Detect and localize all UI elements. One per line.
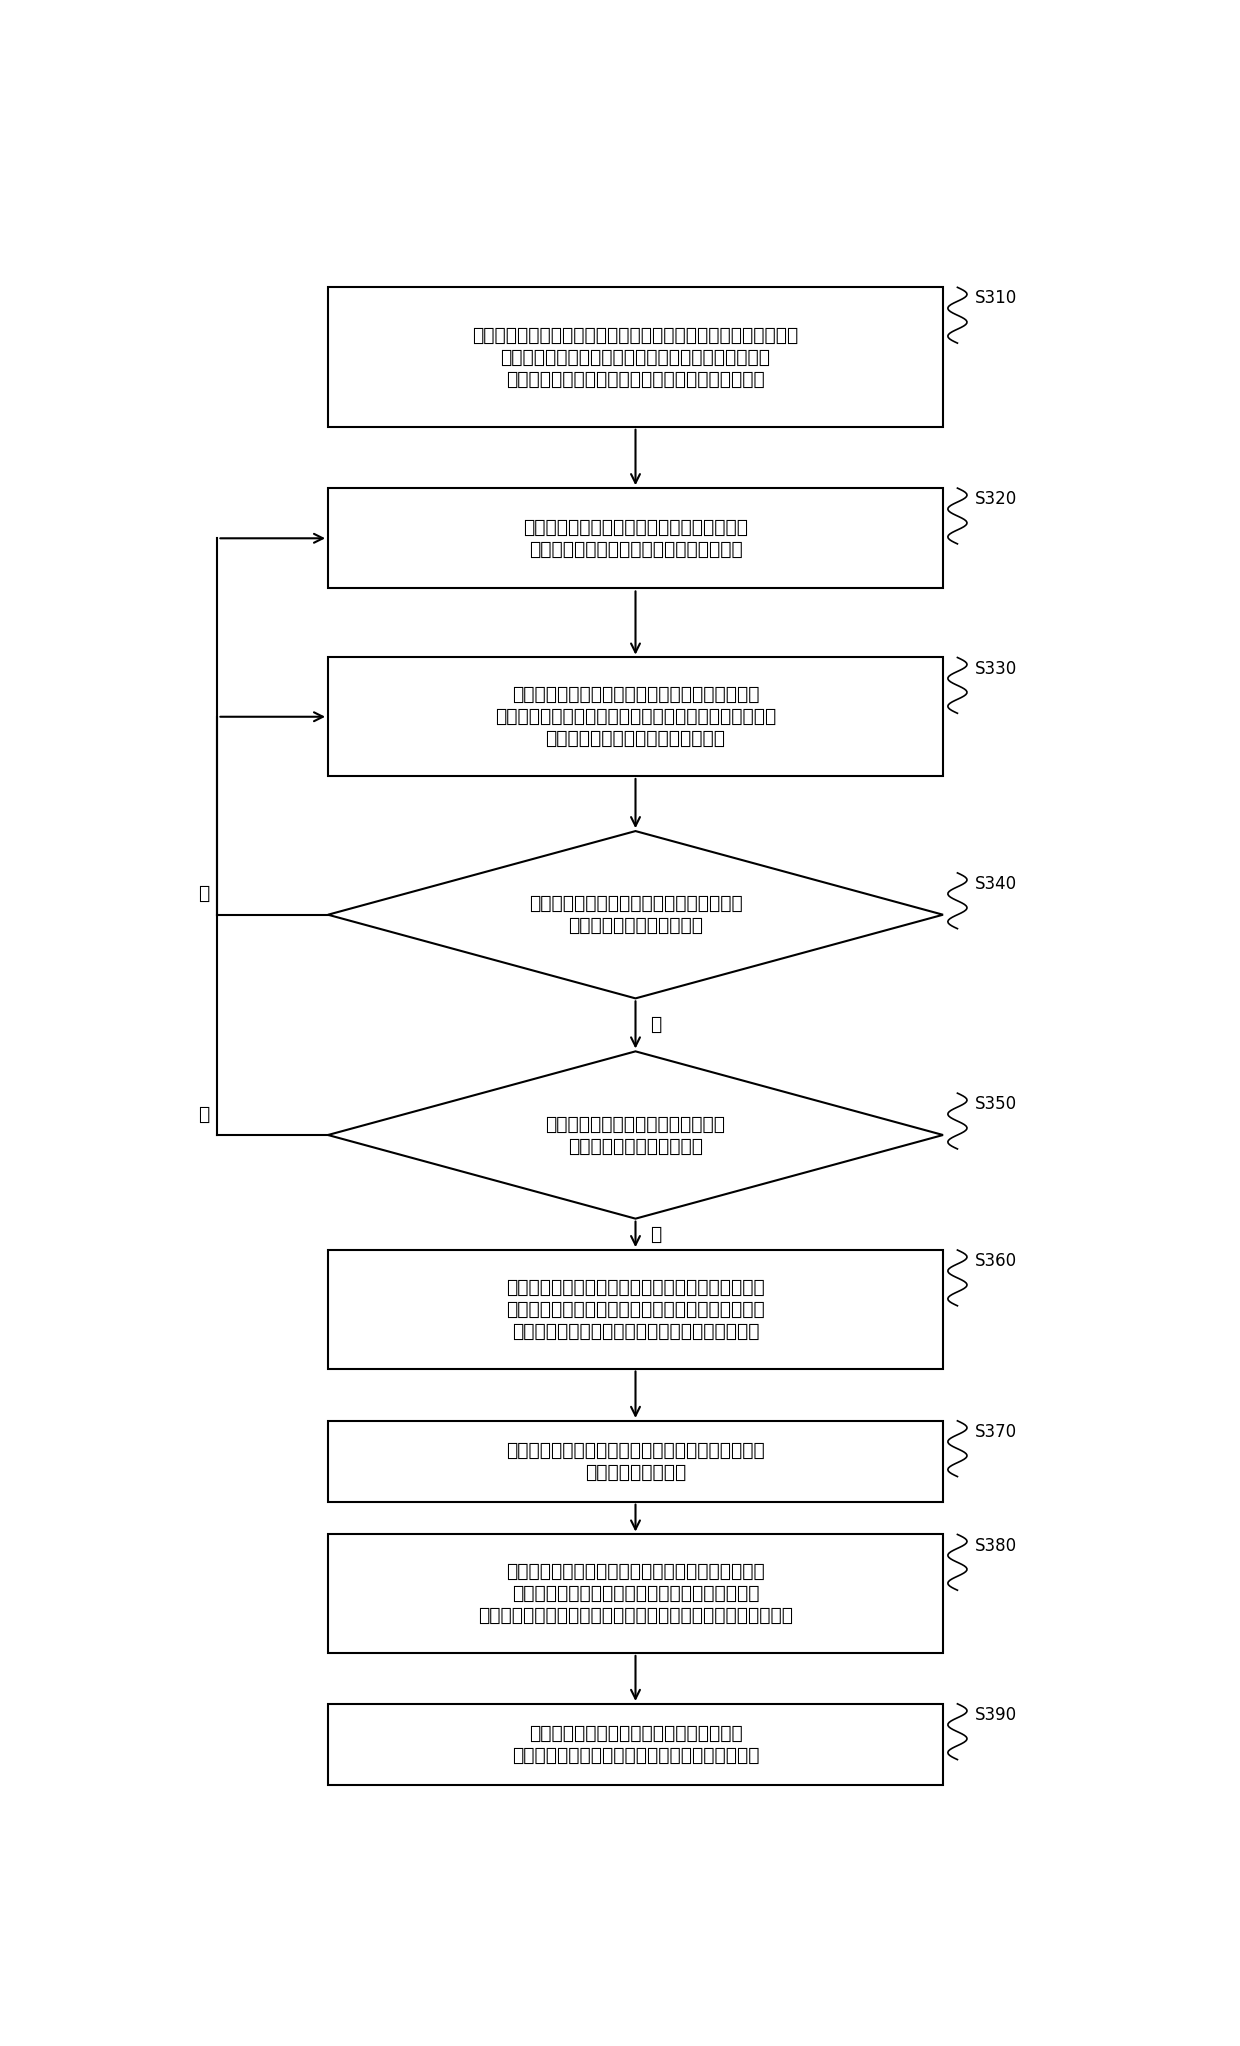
Text: S320: S320 [975,491,1017,507]
Text: 基于所述供热系统的水力参数、水流连续性方程、
回路压降方程、压损方程、以及温度与流量之间的关系，
计算所述供热系统中各节点水的流量: 基于所述供热系统的水力参数、水流连续性方程、 回路压降方程、压损方程、以及温度与… [495,685,776,749]
Bar [327,1420,944,1502]
Bar [327,1250,944,1369]
Text: 是: 是 [650,1226,661,1244]
Text: S390: S390 [975,1706,1017,1725]
Polygon shape [327,1052,944,1219]
Text: S370: S370 [975,1422,1017,1440]
Text: S360: S360 [975,1252,1017,1271]
Bar [327,1534,944,1653]
Bar [327,286,944,428]
Text: 将所述电力系统中各节点的目标电力参数，
以及所述供热系统中各节点的温度和水的流量输出: 将所述电力系统中各节点的目标电力参数， 以及所述供热系统中各节点的温度和水的流量… [512,1725,759,1766]
Text: S380: S380 [975,1537,1017,1555]
Text: S310: S310 [975,288,1017,307]
Text: 搜索所述供热系统中的热源节点和负荷节点，其中，
所述热源节点为具有外部热源进行热量输入的节点，
所述负荷节点为没有外部热源进行热量输入的节点: 搜索所述供热系统中的热源节点和负荷节点，其中， 所述热源节点为具有外部热源进行热… [506,1279,765,1340]
Bar [327,1704,944,1784]
Text: 基于所述电力系统的电力参数以及潮流方程，
计算所述电力系统中各节点的目标电力参数: 基于所述电力系统的电力参数以及潮流方程， 计算所述电力系统中各节点的目标电力参数 [523,518,748,559]
Text: S340: S340 [975,876,1017,892]
Text: 将所述热源节点和所述负荷节点进行分层，构建所述
供热系统的拓扑结构: 将所述热源节点和所述负荷节点进行分层，构建所述 供热系统的拓扑结构 [506,1440,765,1481]
Text: 否: 否 [198,884,210,904]
Text: 判断所述电力系统中各节点的目标电力参数
是否满足第一预设收敛条件: 判断所述电力系统中各节点的目标电力参数 是否满足第一预设收敛条件 [528,894,743,935]
Bar [327,489,944,589]
Text: 判断所述供热系统中各节点水的流量
是否满足第二预设收敛条件: 判断所述供热系统中各节点水的流量 是否满足第二预设收敛条件 [546,1115,725,1156]
Text: 否: 否 [198,1105,210,1123]
Polygon shape [327,831,944,998]
Text: S350: S350 [975,1095,1017,1113]
Text: 是: 是 [650,1015,661,1035]
Text: S330: S330 [975,659,1017,677]
Bar [327,657,944,775]
Text: 在所述供热系统的拓扑结构中，基于所述供热系统的
热力参数、所述供热系统中各节点水的流量，以及
温度与水的流量之间的关系，确定所述供热系统中各节点的温度: 在所述供热系统的拓扑结构中，基于所述供热系统的 热力参数、所述供热系统中各节点水… [477,1563,794,1625]
Text: 获取电热联合系统的参数，其中，所述电热联合系统包括电力系统
和供热系统，所述参数包括所述电力系统的电力参数、
所述供热系统的水力参数和所述供热系统的热力参数: 获取电热联合系统的参数，其中，所述电热联合系统包括电力系统 和供热系统，所述参数… [472,325,799,389]
